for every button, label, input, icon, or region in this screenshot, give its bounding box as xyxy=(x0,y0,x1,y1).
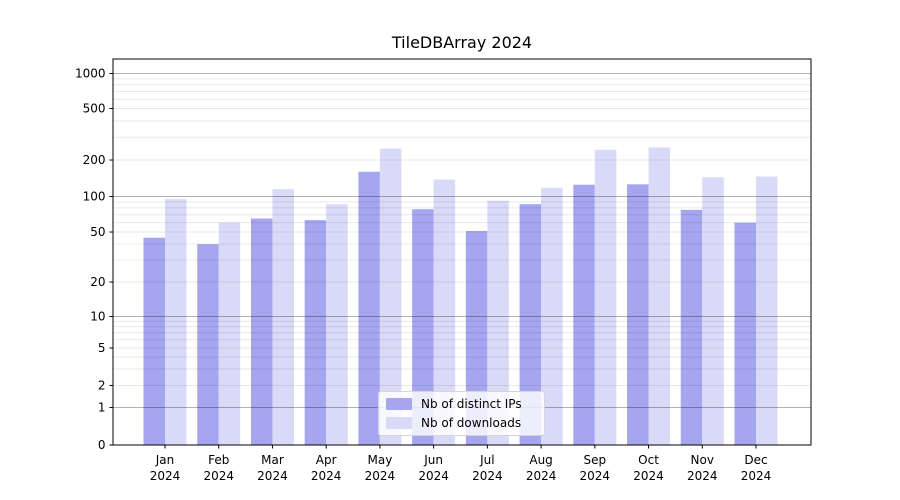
legend-item-distinct-ips: Nb of distinct IPs xyxy=(386,395,537,413)
bar-nb-of-distinct-ips-sep xyxy=(573,184,595,445)
x-tick-label-month-dec: Dec xyxy=(744,453,767,467)
bar-nb-of-distinct-ips-aug xyxy=(519,204,542,445)
x-tick-label-month-aug: Aug xyxy=(529,453,552,467)
bar-nb-of-downloads-jul xyxy=(487,200,509,445)
y-tick-label: 100 xyxy=(83,190,106,204)
bar-nb-of-distinct-ips-jun xyxy=(412,209,434,445)
x-tick-label-month-jul: Jul xyxy=(479,453,494,467)
x-tick-label-year-dec: 2024 xyxy=(741,469,772,483)
x-tick-label-year-nov: 2024 xyxy=(687,469,718,483)
y-tick-label: 2 xyxy=(98,379,106,393)
bar-nb-of-downloads-mar xyxy=(272,189,294,445)
legend-item-downloads: Nb of downloads xyxy=(386,414,537,432)
y-tick-label: 20 xyxy=(90,275,105,289)
legend-swatch-downloads xyxy=(386,417,412,429)
bar-nb-of-downloads-feb xyxy=(218,222,241,445)
x-tick-label-year-mar: 2024 xyxy=(257,469,288,483)
x-tick-label-year-aug: 2024 xyxy=(526,469,557,483)
bar-nb-of-distinct-ips-may xyxy=(358,171,380,446)
bar-nb-of-downloads-jun xyxy=(433,179,456,445)
legend-label-downloads: Nb of downloads xyxy=(421,416,522,430)
bar-nb-of-distinct-ips-dec xyxy=(734,222,756,445)
x-tick-label-year-may: 2024 xyxy=(365,469,396,483)
bar-nb-of-distinct-ips-mar xyxy=(250,218,273,445)
bar-nb-of-distinct-ips-apr xyxy=(304,220,327,445)
x-tick-label-month-jun: Jun xyxy=(423,453,443,467)
y-tick-label: 0 xyxy=(98,438,106,452)
x-tick-label-month-mar: Mar xyxy=(261,453,284,467)
bar-nb-of-downloads-nov xyxy=(702,177,724,445)
x-tick-label-year-jan: 2024 xyxy=(150,469,181,483)
x-tick-label-month-apr: Apr xyxy=(316,453,337,467)
bar-nb-of-distinct-ips-jan xyxy=(143,237,165,445)
x-tick-label-month-oct: Oct xyxy=(638,453,659,467)
bar-nb-of-downloads-jan xyxy=(165,199,187,445)
y-tick-label: 1 xyxy=(98,401,106,415)
y-tick-label: 200 xyxy=(83,153,106,167)
bar-nb-of-downloads-aug xyxy=(541,187,563,445)
y-tick-label: 5 xyxy=(98,341,106,355)
x-tick-label-month-jan: Jan xyxy=(155,453,175,467)
x-tick-label-year-jun: 2024 xyxy=(418,469,449,483)
bar-nb-of-downloads-may xyxy=(379,148,402,445)
y-tick-label: 10 xyxy=(90,310,105,324)
bar-nb-of-distinct-ips-oct xyxy=(627,184,649,446)
y-tick-label: 1000 xyxy=(75,67,106,81)
legend-swatch-distinct-ips xyxy=(386,398,412,410)
bar-nb-of-downloads-sep xyxy=(594,149,617,446)
bar-nb-of-downloads-dec xyxy=(755,176,778,446)
x-tick-label-month-may: May xyxy=(368,453,393,467)
x-tick-label-month-nov: Nov xyxy=(691,453,714,467)
y-tick-label: 500 xyxy=(83,102,106,116)
x-tick-label-year-oct: 2024 xyxy=(633,469,664,483)
x-tick-label-year-sep: 2024 xyxy=(580,469,611,483)
x-tick-label-year-apr: 2024 xyxy=(311,469,342,483)
bar-nb-of-distinct-ips-feb xyxy=(197,244,219,445)
legend: Nb of distinct IPs Nb of downloads xyxy=(378,391,545,436)
x-tick-label-year-feb: 2024 xyxy=(203,469,234,483)
bar-nb-of-downloads-oct xyxy=(648,147,671,445)
legend-label-distinct-ips: Nb of distinct IPs xyxy=(421,397,522,411)
chart-title: TileDBArray 2024 xyxy=(391,33,533,52)
bar-nb-of-downloads-apr xyxy=(326,204,348,445)
plot-frame xyxy=(112,58,812,446)
y-tick-label: 50 xyxy=(90,225,105,239)
bar-nb-of-distinct-ips-nov xyxy=(680,209,703,445)
x-tick-label-month-feb: Feb xyxy=(208,453,229,467)
x-tick-label-year-jul: 2024 xyxy=(472,469,503,483)
x-tick-label-month-sep: Sep xyxy=(584,453,607,467)
